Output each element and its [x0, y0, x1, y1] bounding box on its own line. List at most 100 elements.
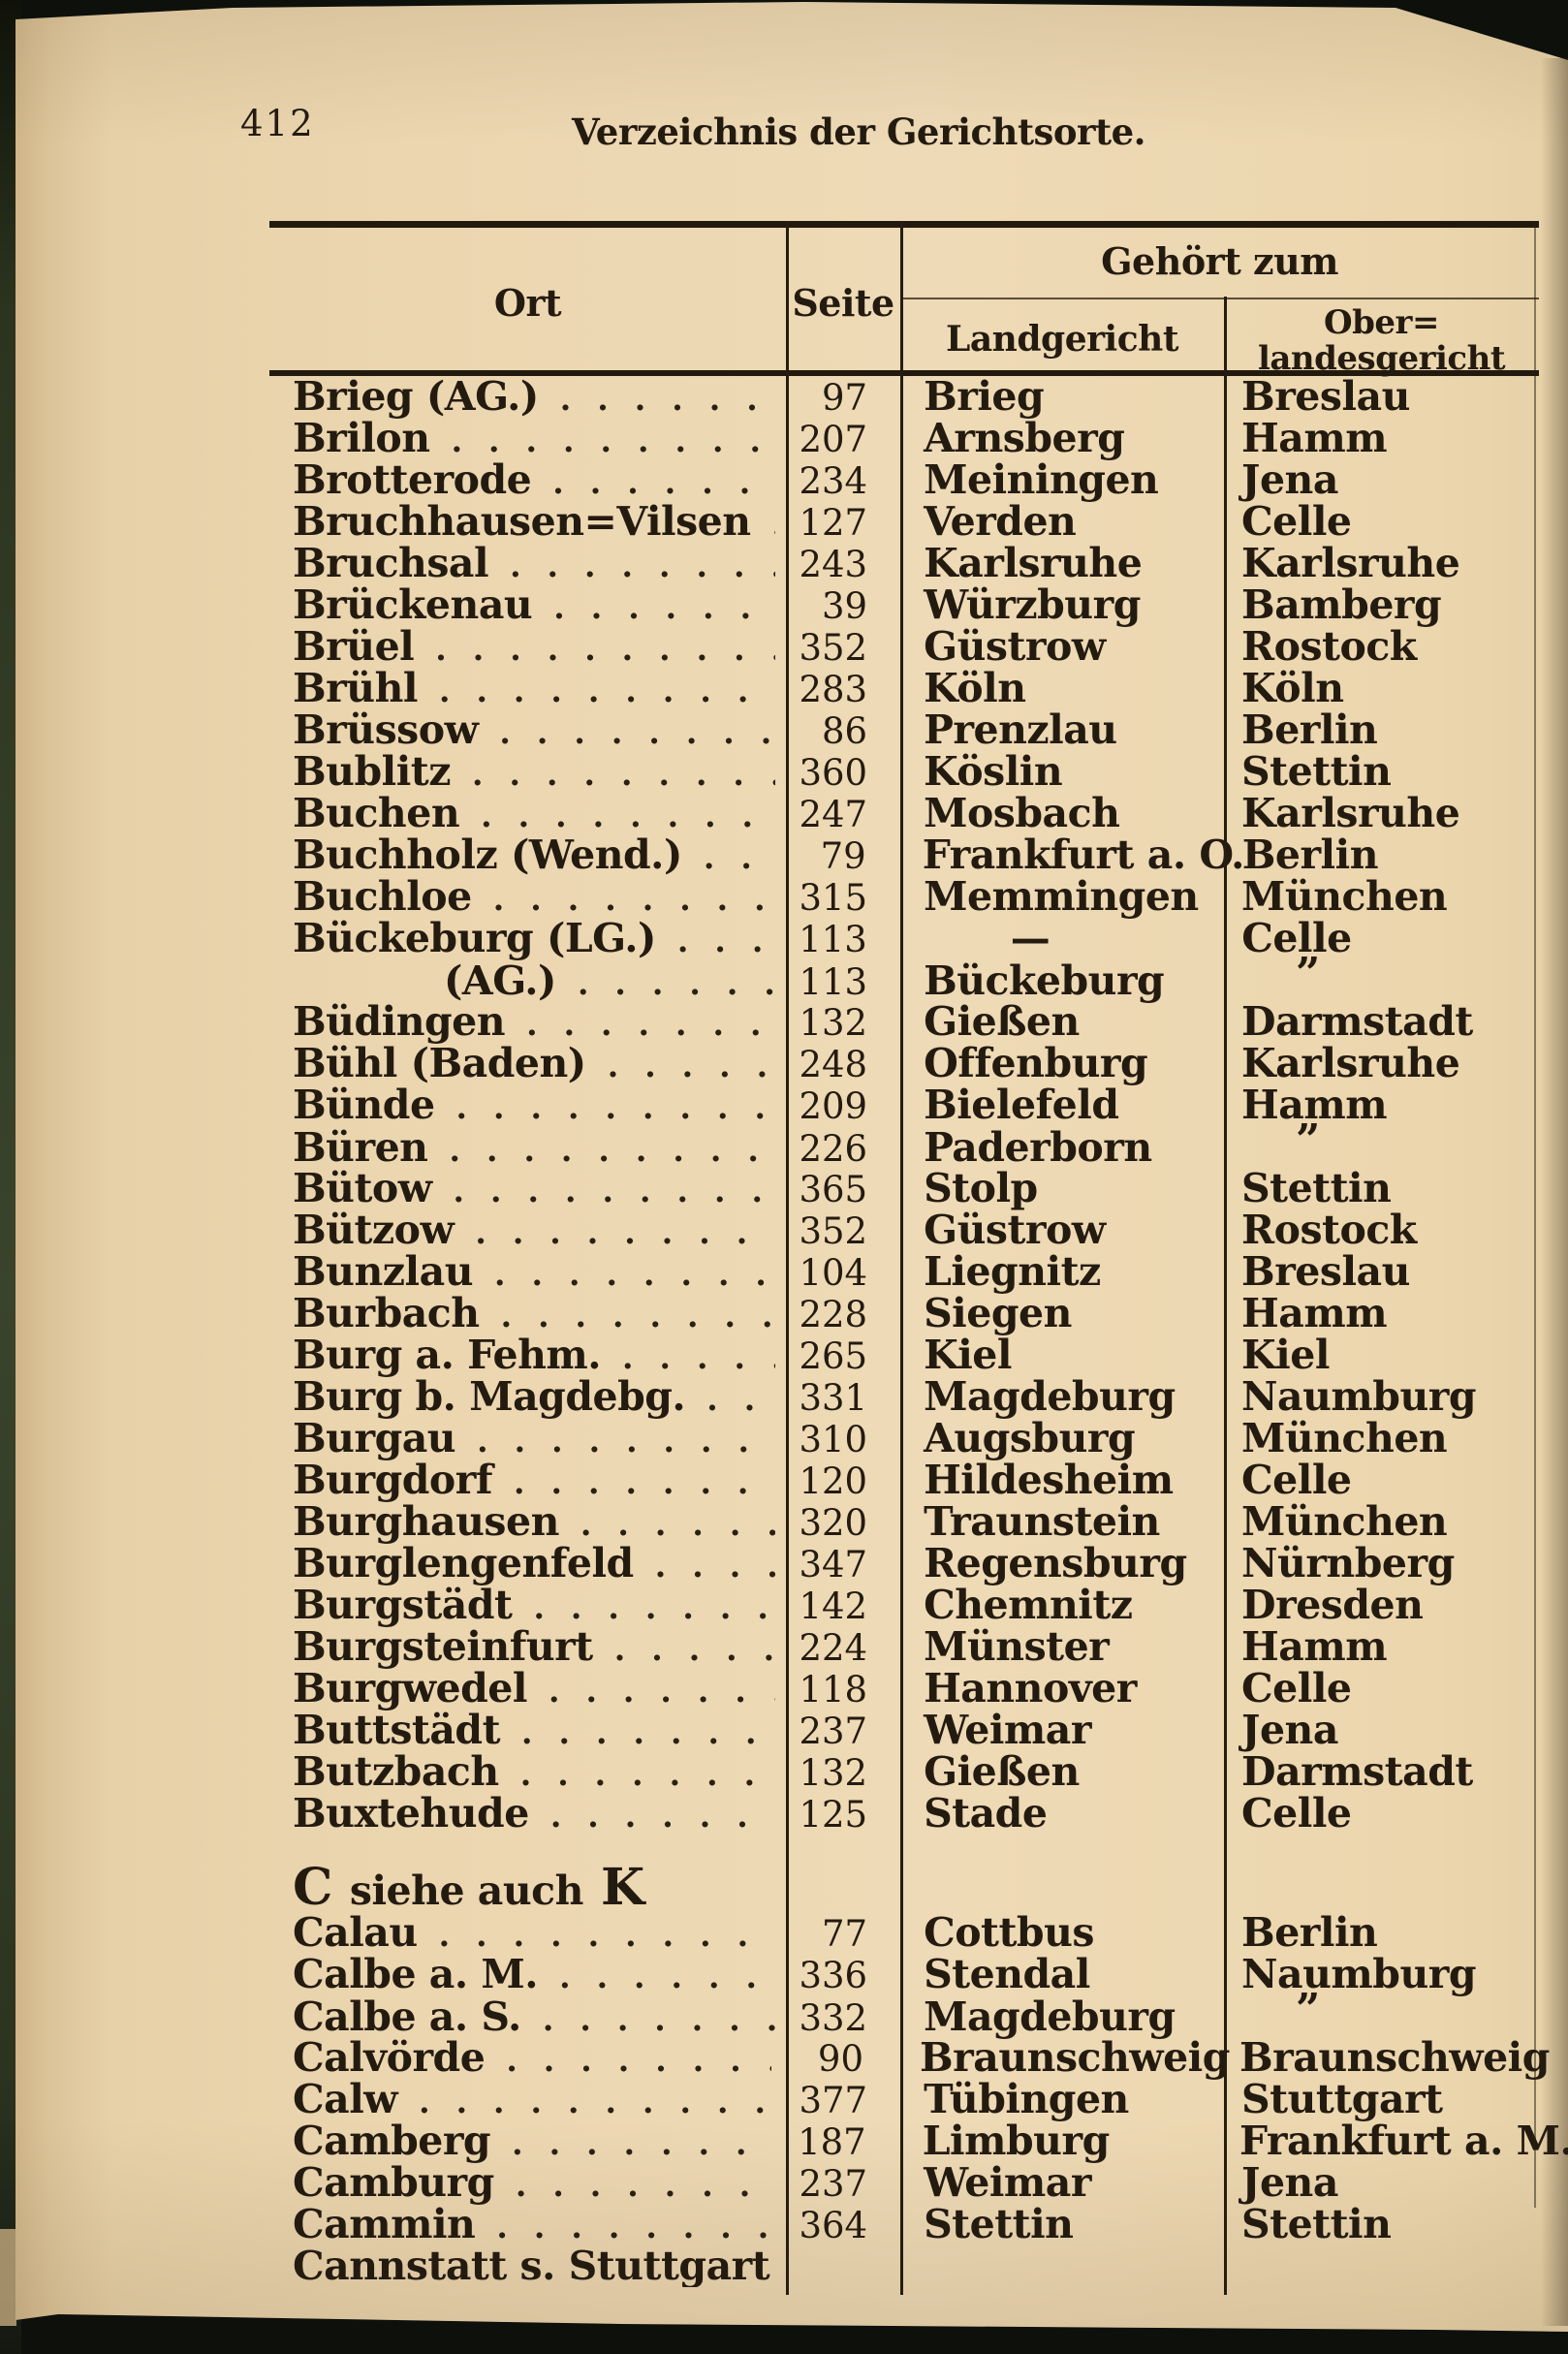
- landgericht-cell: Stendal: [924, 1951, 1090, 1997]
- landgericht-cell: Braunschweig: [920, 2034, 1230, 2081]
- ort-cell: Burghausen: [269, 1501, 783, 1545]
- ort-cell: Buxtehude: [269, 1793, 783, 1836]
- ort-name: Brilon: [293, 418, 430, 461]
- landgericht-cell: Köslin: [924, 748, 1063, 795]
- ort-name: Brückenau: [293, 584, 533, 628]
- section-gap: [269, 1835, 1539, 1864]
- table-row: Calbe a. M. 336 Stendal Naumburg: [269, 1951, 1539, 1997]
- seite-cell: 226: [799, 1128, 868, 1170]
- ort-cell: Bublitz: [269, 751, 783, 795]
- seite-cell: 237: [799, 2163, 868, 2205]
- page-number: 412: [240, 103, 315, 144]
- ort-name: Bützow: [293, 1209, 455, 1253]
- oberlandesgericht-cell: Dresden: [1241, 1582, 1424, 1628]
- underlying-page-edge: [0, 2229, 16, 2326]
- dot-leader: [549, 1668, 775, 1711]
- table-header: Ort Seite Gehört zum Landgericht Ober= l…: [269, 221, 1539, 377]
- dot-leader: [704, 834, 774, 878]
- table-row: Bückeburg (LG.) 113 — Celle: [269, 915, 1539, 961]
- oberlandesgericht-cell: Karlsruhe: [1241, 1040, 1460, 1086]
- ort-name: Calw: [293, 2079, 398, 2122]
- ort-cell: Butzbach: [269, 1751, 783, 1795]
- ort-name: Buchen: [293, 793, 460, 836]
- rule-seite-landgericht: [900, 221, 903, 2295]
- ort-cell: Bruchhausen=Vilsen: [269, 501, 783, 545]
- landgericht-cell: Köln: [924, 665, 1026, 711]
- dot-leader: [559, 1954, 775, 1997]
- dot-leader: [449, 1127, 774, 1171]
- ort-cell: Brilon: [269, 418, 783, 461]
- oberlandesgericht-cell: Rostock: [1241, 1207, 1417, 1253]
- dot-leader: [622, 1334, 775, 1378]
- landgericht-cell: Münster: [924, 1623, 1110, 1670]
- oberlandesgericht-cell: Frankfurt a. M.: [1239, 2118, 1568, 2164]
- oberlandesgericht-cell: Braunschweig: [1239, 2034, 1550, 2081]
- ort-name: Burg a. Fehm.: [293, 1334, 602, 1378]
- ort-name: Bruchhausen=Vilsen: [293, 501, 751, 545]
- seite-cell: 283: [799, 669, 868, 710]
- landgericht-cell: Gießen: [924, 998, 1080, 1045]
- table-row: Cammin 364 Stettin Stettin: [269, 2201, 1539, 2247]
- oberlandesgericht-cell: Celle: [1241, 498, 1352, 545]
- landgericht-cell: Gießen: [924, 1748, 1080, 1795]
- landgericht-cell: Bückeburg: [924, 957, 1165, 1004]
- oberlandesgericht-cell: ”: [1218, 953, 1539, 1002]
- ditto-mark: ”: [1296, 949, 1320, 998]
- table-row: Buttstädt 237 Weimar Jena: [269, 1707, 1539, 1753]
- ort-name: Burgdorf: [293, 1459, 493, 1503]
- table-row: Burgstädt 142 Chemnitz Dresden: [269, 1582, 1539, 1628]
- seite-cell: 79: [820, 835, 866, 877]
- ort-cell: Brühl: [269, 668, 783, 711]
- table-row: Burgsteinfurt 224 Münster Hamm: [269, 1623, 1539, 1670]
- table-row: Burghausen 320 Traunstein München: [269, 1498, 1539, 1545]
- landgericht-cell: Brieg: [924, 373, 1045, 420]
- dot-leader: [578, 960, 775, 1004]
- table-row: Burg b. Magdebg. 331 Magdeburg Naumburg: [269, 1376, 1539, 1420]
- dot-leader: [521, 1710, 775, 1753]
- ort-name: Camberg: [293, 2120, 491, 2164]
- dot-leader: [481, 793, 775, 836]
- ort-name: Calbe a. M.: [293, 1954, 539, 1997]
- oberlandesgericht-cell: München: [1241, 873, 1448, 920]
- table-row: Burg a. Fehm. 265 Kiel Kiel: [269, 1334, 1539, 1378]
- oberlandesgericht-cell: Darmstadt: [1241, 1748, 1473, 1795]
- table-row: Bünde 209 Bielefeld Hamm: [269, 1084, 1539, 1128]
- landgericht-cell: Weimar: [924, 1707, 1091, 1753]
- landgericht-cell: —: [1010, 915, 1051, 961]
- seite-cell: 331: [799, 1377, 868, 1419]
- seite-cell: 224: [799, 1627, 868, 1669]
- ort-cell: Calbe a. M.: [269, 1954, 783, 1997]
- seite-cell: 118: [799, 1669, 868, 1711]
- column-header-gehoert-zum: Gehört zum: [1101, 239, 1338, 283]
- ort-cell: Camberg: [269, 2120, 781, 2164]
- landgericht-cell: Traunstein: [924, 1498, 1160, 1545]
- dot-leader: [533, 1585, 774, 1628]
- landgericht-cell: Würzburg: [924, 581, 1141, 628]
- seite-cell: 332: [799, 1997, 868, 2039]
- seite-cell: 352: [799, 1210, 868, 1252]
- ort-name: Bunzlau: [293, 1251, 474, 1295]
- dot-leader: [553, 584, 774, 628]
- ort-cell: Bützow: [269, 1209, 783, 1253]
- ditto-mark: ”: [1296, 1115, 1320, 1165]
- table-row: Buchen 247 Mosbach Karlsruhe: [269, 793, 1539, 836]
- ort-name: Brüel: [293, 626, 415, 670]
- table-row: Bruchhausen=Vilsen 127 Verden Celle: [269, 498, 1539, 545]
- ort-cell: Bühl (Baden): [269, 1043, 783, 1086]
- ort-cell: (AG.): [269, 960, 783, 1004]
- landgericht-cell: Magdeburg: [924, 1993, 1176, 2040]
- landgericht-cell: Stettin: [924, 2201, 1074, 2247]
- seite-cell: 336: [799, 1955, 868, 1996]
- ort-cell: Burgwedel: [269, 1668, 783, 1711]
- dot-leader: [435, 626, 774, 670]
- oberlandesgericht-cell: Jena: [1241, 1707, 1338, 1753]
- ort-cell: Burglengenfeld: [269, 1543, 783, 1586]
- ort-name: Burbach: [293, 1293, 480, 1336]
- ort-cell: Bückeburg (LG.): [269, 918, 782, 961]
- table-row: Calw 377 Tübingen Stuttgart: [269, 2079, 1539, 2122]
- seite-cell: 120: [799, 1460, 868, 1502]
- table-row: Buchloe 315 Memmingen München: [269, 873, 1539, 920]
- oberlandesgericht-cell: Breslau: [1241, 1248, 1410, 1295]
